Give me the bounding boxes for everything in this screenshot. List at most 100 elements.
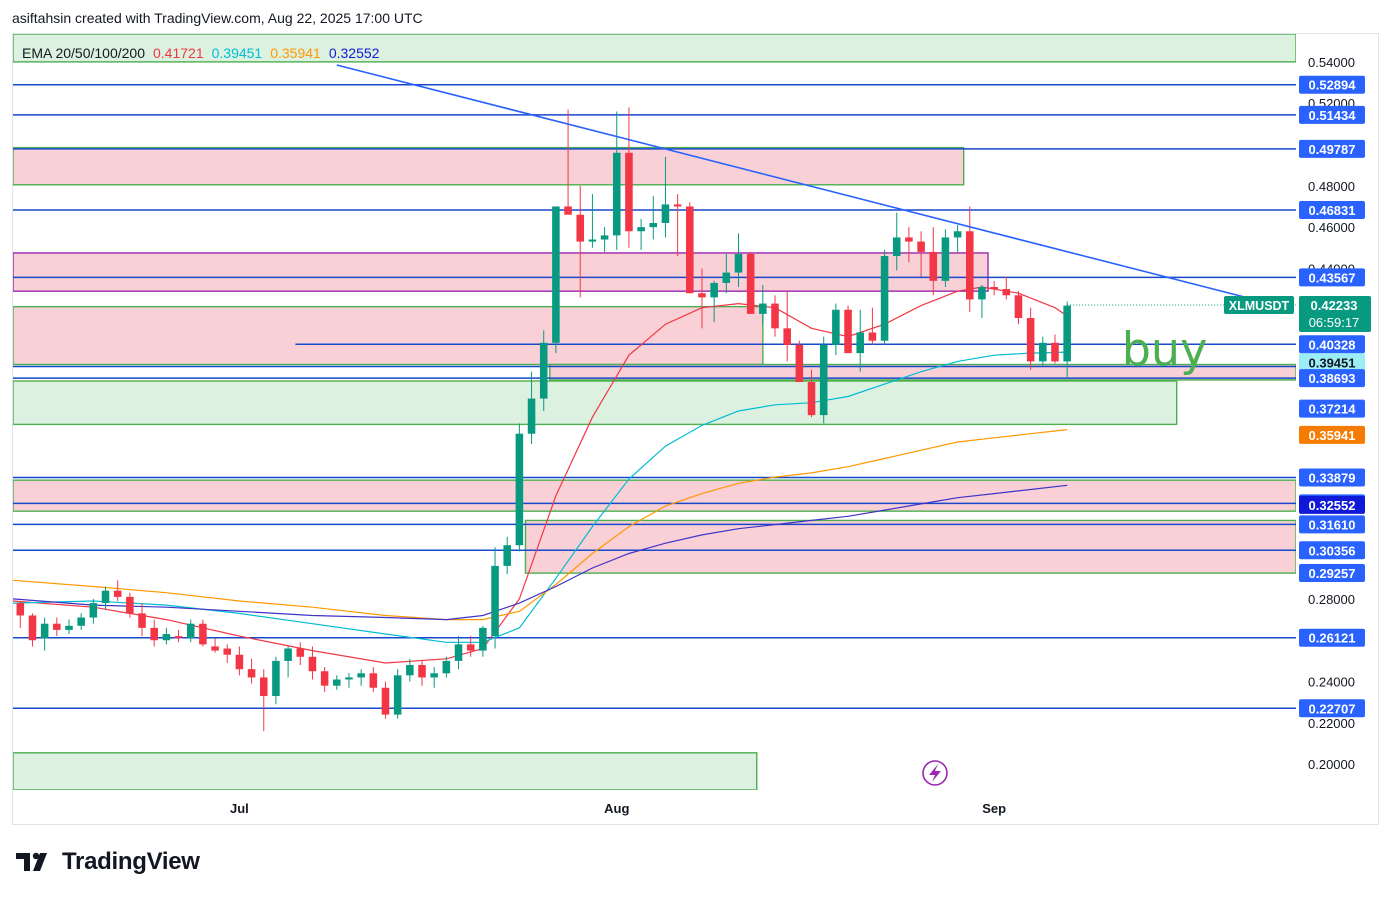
candle-body (600, 235, 609, 240)
price-label-bg (1299, 369, 1365, 388)
price-label-text: 0.37214 (1309, 402, 1357, 417)
candle-body (259, 677, 268, 697)
candle-body (28, 615, 37, 641)
price-label-text: 0.39451 (1309, 355, 1356, 370)
candle-body (89, 603, 98, 618)
candle-11 (150, 619, 158, 647)
candle-body (649, 223, 658, 228)
candle-body (418, 665, 426, 678)
candle-body (892, 237, 901, 257)
candle-58 (722, 253, 731, 294)
price-label-text: 0.32552 (1309, 498, 1356, 513)
price-label-text: 0.40328 (1309, 337, 1356, 352)
zone-pink-3 (13, 305, 764, 366)
candle-66 (819, 336, 828, 424)
candle-body (978, 287, 986, 300)
candle-10 (138, 603, 146, 637)
candle-47 (588, 194, 597, 248)
candle-56 (698, 268, 706, 329)
y-tick-label: 0.48000 (1308, 179, 1355, 194)
candle-21 (272, 656, 280, 705)
candle-body (965, 231, 974, 300)
price-label-bg (1299, 495, 1365, 514)
candle-52 (649, 196, 658, 240)
candle-body (174, 636, 183, 639)
candle-62 (771, 295, 779, 337)
price-label-bg (1299, 468, 1365, 487)
candle-body (53, 623, 61, 630)
candle-67 (832, 303, 840, 356)
ema-legend-value-3: 0.32552 (329, 45, 380, 61)
price-label-text: 0.46831 (1309, 203, 1356, 218)
ema-legend-name: EMA 20/50/100/200 (22, 45, 145, 61)
candle-72 (892, 212, 901, 271)
candle-84 (1039, 336, 1047, 366)
bolt-icon-glyph (929, 764, 941, 782)
x-tick-label-jul: Jul (230, 801, 249, 816)
candle-body (673, 204, 682, 207)
candle-body (126, 596, 134, 614)
candle-70 (868, 307, 877, 345)
candle-38 (479, 625, 487, 657)
candle-body (819, 344, 828, 416)
candle-16 (211, 638, 219, 653)
candle-25 (320, 667, 329, 692)
price-label-0.46831: 0.46831 (1299, 200, 1365, 219)
candle-body (917, 241, 925, 252)
ema-200-line (13, 484, 1068, 621)
candle-body (1002, 289, 1011, 296)
zone-green-0 (13, 34, 1296, 63)
candle-61 (759, 284, 767, 325)
candle-body (406, 665, 414, 676)
candle-body (832, 309, 840, 345)
candle-body (722, 272, 731, 283)
tradingview-logo-icon (16, 852, 47, 871)
price-label-0.35941: 0.35941 (1299, 425, 1365, 444)
price-label-0.37214: 0.37214 (1299, 399, 1365, 418)
price-axis: 0.540000.520000.480000.460000.440000.280… (1224, 55, 1371, 772)
candle-50 (625, 107, 633, 248)
price-label-text: 0.29257 (1309, 566, 1356, 581)
price-label-0.26121: 0.26121 (1299, 628, 1365, 647)
x-tick-label-sep: Sep (982, 801, 1006, 816)
bolt-icon[interactable] (922, 760, 948, 786)
price-label-bg (1299, 541, 1365, 560)
price-label-text: 0.38693 (1309, 371, 1356, 386)
candle-body (880, 256, 889, 341)
candle-37 (466, 636, 475, 657)
y-tick-label: 0.24000 (1308, 675, 1355, 690)
candle-15 (199, 619, 207, 647)
candle-body (710, 282, 718, 298)
candle-2 (40, 617, 49, 651)
candle-51 (637, 218, 645, 250)
candle-body (625, 152, 633, 232)
candle-body (746, 253, 755, 314)
price-label-0.38693: 0.38693 (1299, 369, 1365, 388)
candle-7 (101, 586, 110, 610)
candle-body (308, 656, 317, 672)
candle-69 (856, 309, 864, 372)
tradingview-logo[interactable]: TradingView (16, 848, 200, 876)
candle-73 (905, 227, 913, 263)
price-label-text: 0.52894 (1309, 78, 1357, 93)
bolt-icon-group (922, 760, 948, 786)
price-label-text: 0.33879 (1309, 470, 1356, 485)
candle-31 (393, 669, 402, 719)
candle-78 (965, 206, 974, 312)
candle-22 (284, 646, 292, 678)
candle-63 (783, 291, 791, 362)
candle-8 (113, 580, 122, 601)
chart-area[interactable]: buy 0.540000.520000.480000.460000.440000… (0, 0, 1392, 840)
candle-body (1063, 305, 1071, 362)
candle-body (941, 237, 950, 281)
symbol-badge-bg (1224, 295, 1294, 314)
candle-body (393, 675, 402, 715)
candle-body (527, 398, 536, 434)
price-label-0.29257: 0.29257 (1299, 563, 1365, 582)
candle-65 (807, 369, 816, 418)
candle-26 (333, 675, 341, 690)
tradingview-logo-text: TradingView (62, 848, 200, 875)
candle-body (272, 660, 280, 697)
candle-body (844, 309, 852, 354)
y-tick-label: 0.20000 (1308, 757, 1355, 772)
